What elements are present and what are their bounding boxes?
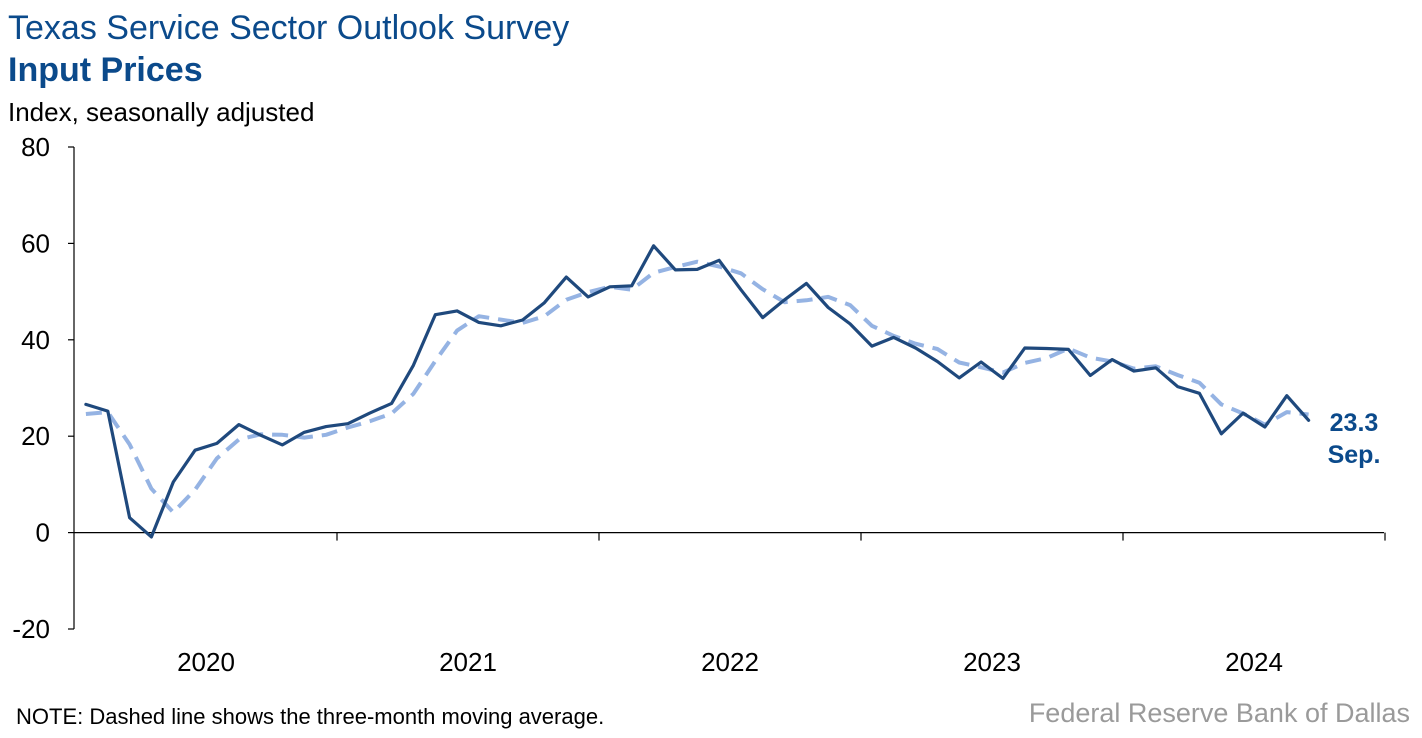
y-tick-label: 60 [21,228,50,258]
source-credit: Federal Reserve Bank of Dallas [1028,698,1410,728]
y-tick-label: 40 [21,325,50,355]
latest-value-label: 23.3 [1330,409,1379,437]
y-axis-unit-label: Index, seasonally adjusted [8,97,315,127]
y-tick-label: 80 [21,132,50,162]
chart-subtitle: Input Prices [8,51,203,89]
x-tick-label: 2020 [177,647,235,677]
y-tick-label: -20 [12,614,50,644]
chart-title: Texas Service Sector Outlook Survey [8,9,570,47]
series-line-index [84,244,1311,539]
footnote: NOTE: Dashed line shows the three-month … [16,704,605,729]
y-tick-label: 20 [21,421,50,451]
y-tick-label: 0 [36,518,50,548]
x-tick-label: 2022 [701,647,759,677]
x-tick-label: 2021 [439,647,497,677]
x-tick-label: 2024 [1225,647,1283,677]
latest-month-label: Sep. [1328,441,1381,469]
series-line-moving-average [85,259,1309,515]
x-tick-label: 2023 [963,647,1021,677]
